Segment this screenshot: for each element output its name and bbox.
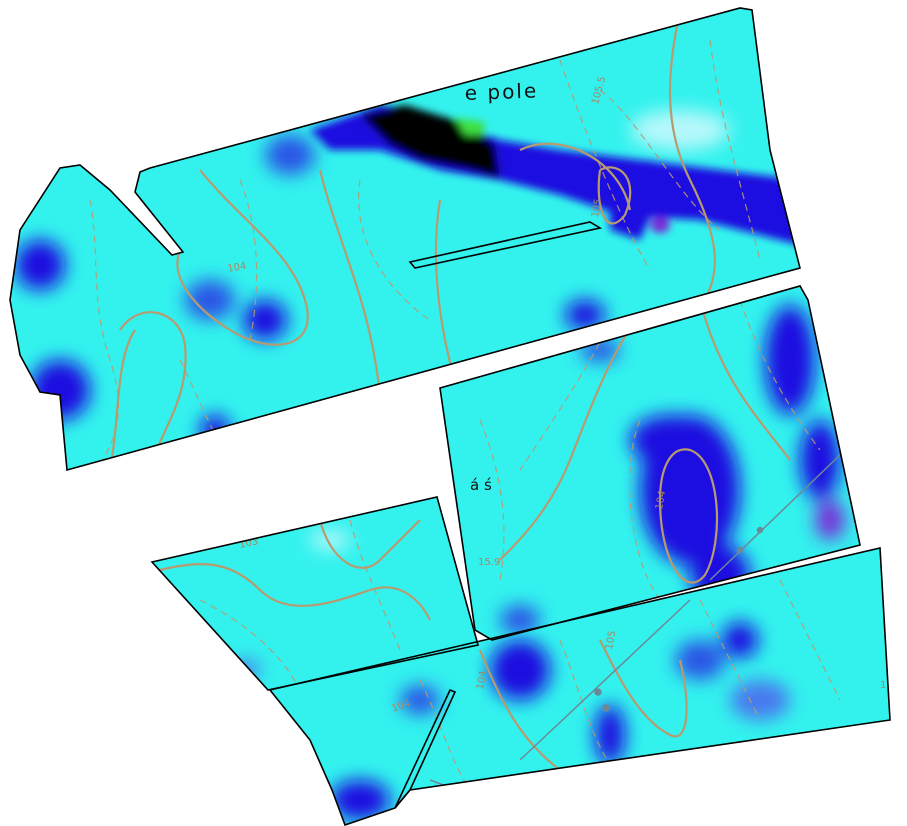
direction-arrows-east — [709, 454, 841, 581]
contour-label-104-c: 104 — [475, 670, 489, 691]
contour-lines-east — [479, 299, 821, 601]
contour-label-15-9: 15.9 — [478, 557, 500, 568]
contour-label-104-b: 104 — [654, 490, 668, 511]
label-a-s: á ś — [470, 476, 492, 494]
contour-label-105-a: 105 — [590, 198, 604, 219]
field-outlines — [9, 7, 891, 826]
contour-label-105-b: 105 — [604, 630, 618, 651]
field-name-label: e pole — [464, 78, 538, 105]
contour-lines-north — [89, 9, 761, 470]
contour-label-104-a: 104 — [227, 261, 248, 275]
contour-label-104-d: 104 — [880, 680, 899, 691]
contour-lines-southwest — [159, 519, 431, 690]
